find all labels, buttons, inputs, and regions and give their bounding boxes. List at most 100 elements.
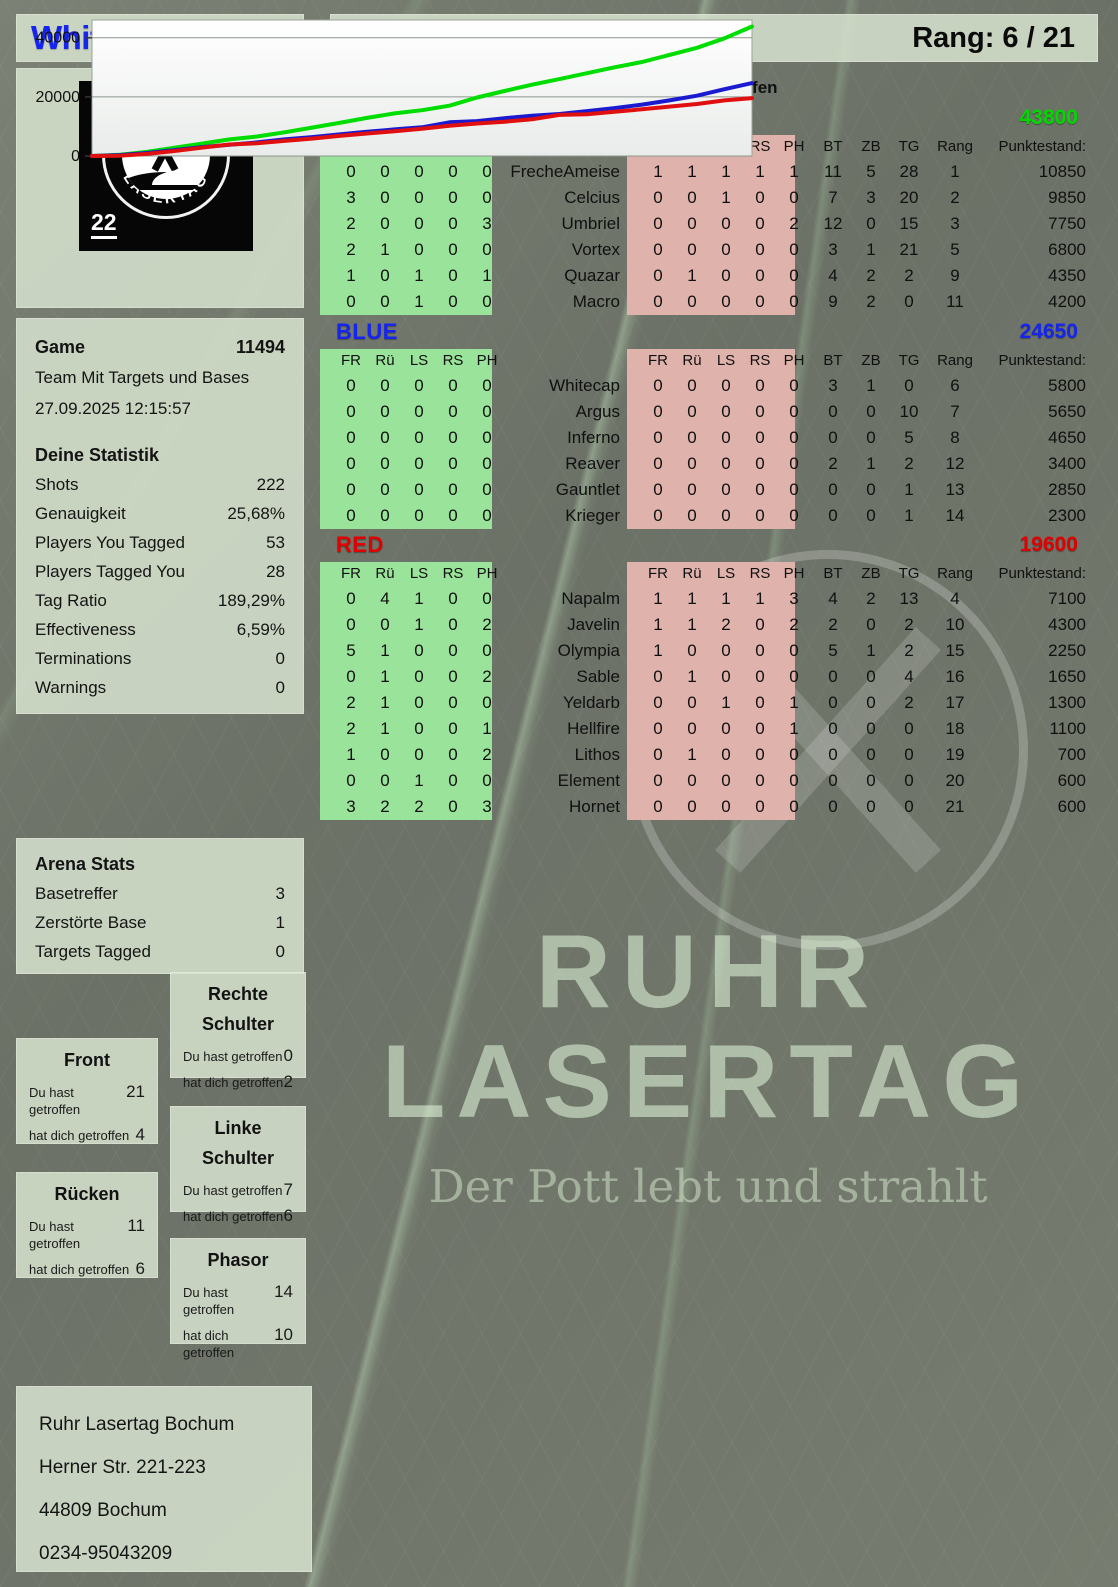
cell-you-ph: 2 — [482, 667, 492, 686]
cell-them-ph: 1 — [789, 693, 799, 712]
table-row[interactable]: 3 2 2 0 3 Hornet 0 0 0 0 0 0 0 0 21 600 — [318, 794, 1100, 820]
table-row[interactable]: 1 0 1 0 1 Quazar 0 1 0 0 0 4 2 2 9 4350 — [318, 263, 1100, 289]
table-row[interactable]: 0 0 0 0 0 Whitecap 0 0 0 0 0 3 1 0 6 5800 — [318, 373, 1100, 399]
cell-you-fr: 0 — [346, 615, 356, 634]
table-row[interactable]: 2 1 0 0 0 Yeldarb 0 0 1 0 1 0 0 2 17 1300 — [318, 690, 1100, 716]
player-name-cell[interactable]: Reaver — [565, 454, 620, 473]
cell-rang: 5 — [950, 240, 960, 259]
player-name-cell[interactable]: Whitecap — [549, 376, 620, 395]
player-name-cell[interactable]: Olympia — [557, 641, 620, 660]
cell-them-rü: 1 — [687, 266, 697, 285]
cell-punktestand: 1100 — [1049, 719, 1086, 738]
table-row[interactable]: 2 1 0 0 1 Hellfire 0 0 0 0 1 0 0 0 18 1100 — [318, 716, 1100, 742]
zone-hit-value: 21 — [126, 1082, 145, 1101]
cell-punktestand: 5800 — [1048, 376, 1086, 395]
cell-you-ph: 2 — [482, 615, 492, 634]
col-header-them-fr: FR — [648, 352, 668, 369]
player-name-cell[interactable]: Javelin — [567, 615, 620, 634]
table-row[interactable]: 0 0 0 0 0 Krieger 0 0 0 0 0 0 0 1 14 2300 — [318, 503, 1100, 529]
cell-punktestand: 1300 — [1048, 693, 1086, 712]
player-name-cell[interactable]: Krieger — [565, 506, 620, 525]
table-row[interactable]: 0 0 1 0 2 Javelin 1 1 2 0 2 2 0 2 10 4300 — [318, 612, 1100, 638]
cell-them-ls: 1 — [721, 589, 731, 608]
zone-title: Front — [64, 1050, 110, 1070]
cell-tg: 2 — [904, 454, 914, 473]
table-row[interactable]: 1 0 0 0 2 Lithos 0 1 0 0 0 0 0 0 19 700 — [318, 742, 1100, 768]
player-name-cell[interactable]: Umbriel — [561, 214, 620, 233]
arena-label: Targets Tagged — [35, 942, 151, 961]
player-name-cell[interactable]: Hellfire — [567, 719, 620, 738]
address-line: 44809 Bochum — [39, 1500, 167, 1521]
player-name-cell[interactable]: Inferno — [567, 428, 620, 447]
cell-punktestand: 4200 — [1048, 292, 1086, 311]
player-name-cell[interactable]: Vortex — [571, 240, 620, 259]
table-row[interactable]: 0 0 0 0 0 Argus 0 0 0 0 0 0 0 10 7 5650 — [318, 399, 1100, 425]
cell-them-rs: 0 — [755, 797, 765, 816]
cell-you-ph: 0 — [482, 693, 492, 712]
chart-canvas: 0 20000 40000 — [0, 0, 770, 186]
table-row[interactable]: 0 0 0 0 0 Gauntlet 0 0 0 0 0 0 0 1 13 2850 — [318, 477, 1100, 503]
cell-them-fr: 0 — [653, 402, 663, 421]
player-name-cell[interactable]: Macro — [572, 292, 620, 311]
cell-rang: 17 — [945, 693, 965, 712]
player-name-cell[interactable]: Celcius — [564, 188, 620, 207]
cell-zb: 0 — [866, 667, 876, 686]
table-row[interactable]: 2 0 0 0 3 Umbriel 0 0 0 0 2 12 0 15 3 7750 — [318, 211, 1100, 237]
cell-them-rü: 1 — [687, 745, 697, 764]
player-name-cell[interactable]: Element — [557, 771, 620, 790]
table-row[interactable]: 3 0 0 0 0 Celcius 0 0 1 0 0 7 3 20 2 9850 — [318, 185, 1100, 211]
cell-you-rü: 0 — [380, 266, 390, 285]
player-name-cell[interactable]: Lithos — [574, 745, 620, 764]
cell-bt: 2 — [828, 454, 838, 473]
stat-label: Terminations — [35, 649, 132, 668]
cell-them-rs: 0 — [755, 480, 765, 499]
table-row[interactable]: 0 0 1 0 0 Macro 0 0 0 0 0 9 2 0 11 4200 — [318, 289, 1100, 315]
cell-you-fr: 0 — [346, 162, 356, 181]
stat-row: Tag Ratio 189,29% — [35, 586, 285, 615]
game-datetime: 27.09.2025 12:15:57 — [35, 399, 191, 418]
table-row[interactable]: 0 1 0 0 2 Sable 0 1 0 0 0 0 0 4 16 1650 — [318, 664, 1100, 690]
cell-you-ph: 0 — [482, 240, 492, 259]
cell-you-ph: 0 — [482, 162, 492, 181]
cell-them-rs: 1 — [755, 162, 765, 181]
cell-them-ph: 0 — [789, 641, 799, 660]
table-row[interactable]: 0 0 1 0 0 Element 0 0 0 0 0 0 0 0 20 600 — [318, 768, 1100, 794]
cell-rang: 1 — [950, 162, 960, 181]
cell-you-ph: 1 — [482, 719, 492, 738]
team-block-blue: BLUE 24650 FR Rü LS RS PH FR Rü LS RS PH BT ZB TG Rang P… — [318, 319, 1100, 529]
cell-them-ls: 1 — [721, 693, 731, 712]
table-row[interactable]: 0 0 0 0 0 Reaver 0 0 0 0 0 2 1 2 12 3400 — [318, 451, 1100, 477]
table-row[interactable]: 5 1 0 0 0 Olympia 1 0 0 0 0 5 1 2 15 2250 — [318, 638, 1100, 664]
cell-rang: 18 — [945, 719, 965, 738]
col-header-them-ls: LS — [716, 565, 736, 582]
cell-tg: 0 — [904, 719, 914, 738]
cell-them-ls: 0 — [721, 506, 731, 525]
cell-them-rs: 1 — [755, 589, 765, 608]
cell-you-ls: 0 — [414, 214, 424, 233]
table-row[interactable]: 2 1 0 0 0 Vortex 0 0 0 0 0 3 1 21 5 6800 — [318, 237, 1100, 263]
team-table: FR Rü LS RS PH FR Rü LS RS PH BT ZB TG Rang Punktestan… — [318, 562, 1100, 820]
player-name-cell[interactable]: Yeldarb — [562, 693, 620, 712]
player-name-cell[interactable]: FrecheAmeise — [510, 162, 620, 181]
cell-rang: 12 — [945, 454, 965, 473]
player-name-cell[interactable]: Quazar — [564, 266, 620, 285]
cell-bt: 0 — [828, 797, 838, 816]
cell-tg: 1 — [904, 506, 914, 525]
player-name-cell[interactable]: Gauntlet — [555, 480, 620, 499]
cell-tg: 1 — [904, 480, 914, 499]
cell-them-fr: 1 — [653, 162, 663, 181]
table-row[interactable]: 0 0 0 0 0 Inferno 0 0 0 0 0 0 0 5 8 4650 — [318, 425, 1100, 451]
player-name-cell[interactable]: Sable — [576, 667, 620, 686]
player-name-cell[interactable]: Napalm — [561, 589, 620, 608]
cell-them-fr: 0 — [653, 797, 663, 816]
cell-punktestand: 600 — [1057, 797, 1086, 816]
col-header-them-rü: Rü — [682, 352, 702, 369]
cell-them-rs: 0 — [755, 771, 765, 790]
cell-you-ls: 2 — [414, 797, 424, 816]
table-row[interactable]: 0 4 1 0 0 Napalm 1 1 1 1 3 4 2 13 4 7100 — [318, 586, 1100, 612]
cell-you-ph: 0 — [482, 402, 492, 421]
player-name-cell[interactable]: Hornet — [568, 797, 620, 816]
player-name-cell[interactable]: Argus — [575, 402, 620, 421]
cell-punktestand: 7750 — [1048, 214, 1086, 233]
table-row[interactable]: 0 0 0 0 0 FrecheAmeise 1 1 1 1 1 11 5 28 1 10850 — [318, 159, 1100, 185]
